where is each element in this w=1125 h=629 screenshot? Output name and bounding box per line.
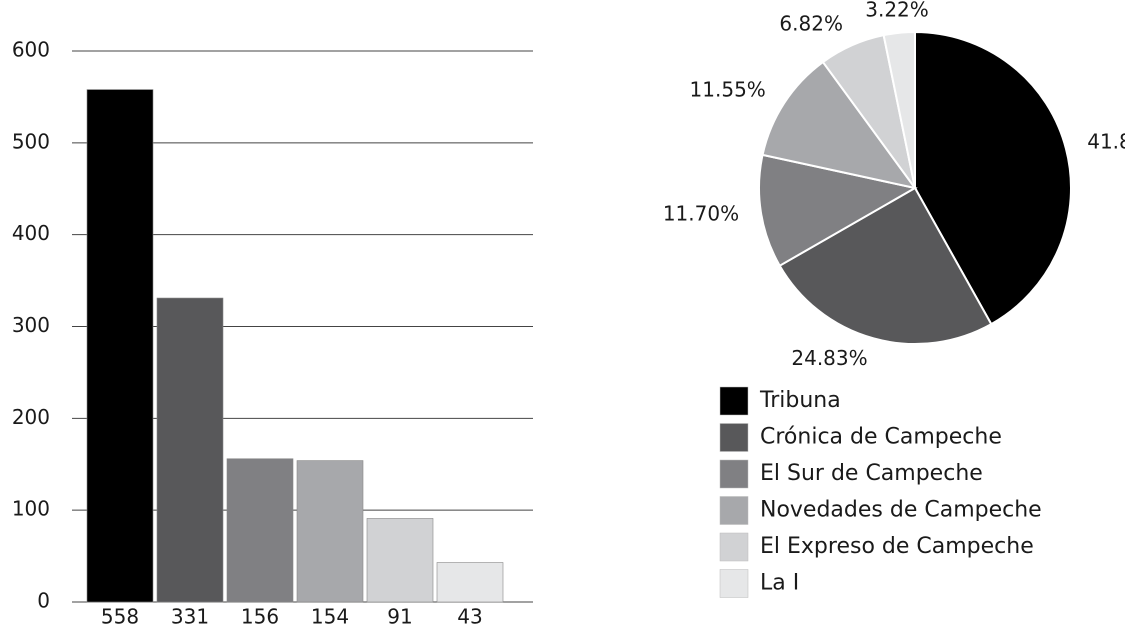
legend-swatch <box>719 386 749 416</box>
legend-label: El Sur de Campeche <box>760 461 983 486</box>
legend-swatch <box>719 532 749 562</box>
bar <box>226 458 294 603</box>
pie-slice <box>761 60 918 190</box>
legend-swatch <box>719 423 749 452</box>
slice-label: 3.22% <box>865 0 929 21</box>
y-tick-label: 600 <box>12 38 50 62</box>
y-tick-label: 300 <box>12 313 50 337</box>
pie-slice <box>882 30 916 189</box>
pie-slice <box>914 30 1072 326</box>
bar <box>86 89 154 603</box>
y-tick-label: 200 <box>12 405 50 429</box>
legend-swatch <box>719 496 749 525</box>
legend-label: Novedades de Campeche <box>760 498 1042 523</box>
bar <box>436 562 504 603</box>
value-label: 154 <box>311 605 349 629</box>
value-label: 331 <box>171 605 209 629</box>
legend-label: La I <box>760 571 799 596</box>
legend-swatch <box>719 569 749 598</box>
y-tick-label: 100 <box>12 497 50 521</box>
legend-swatch <box>719 459 749 489</box>
pie-slice <box>758 153 918 268</box>
legend-label: El Expreso de Campeche <box>760 534 1034 559</box>
bar <box>366 518 434 603</box>
y-tick-label: 0 <box>37 589 50 613</box>
value-label: 558 <box>101 605 139 629</box>
y-tick-label: 400 <box>12 221 50 245</box>
slice-label: 11.55% <box>690 77 766 101</box>
slice-label: 41.86% <box>1087 130 1125 154</box>
bar <box>156 297 224 603</box>
pie-slice <box>778 186 993 345</box>
value-label: 156 <box>241 605 279 629</box>
slice-label: 6.82% <box>779 12 843 36</box>
y-tick-label: 500 <box>12 129 50 153</box>
value-label: 43 <box>457 605 482 629</box>
slice-label: 24.83% <box>791 346 867 370</box>
slice-label: 11.70% <box>663 202 739 226</box>
legend-label: Crónica de Campeche <box>760 425 1002 450</box>
value-label: 91 <box>387 605 412 629</box>
bar <box>296 460 364 603</box>
legend-label: Tribuna <box>759 388 841 413</box>
